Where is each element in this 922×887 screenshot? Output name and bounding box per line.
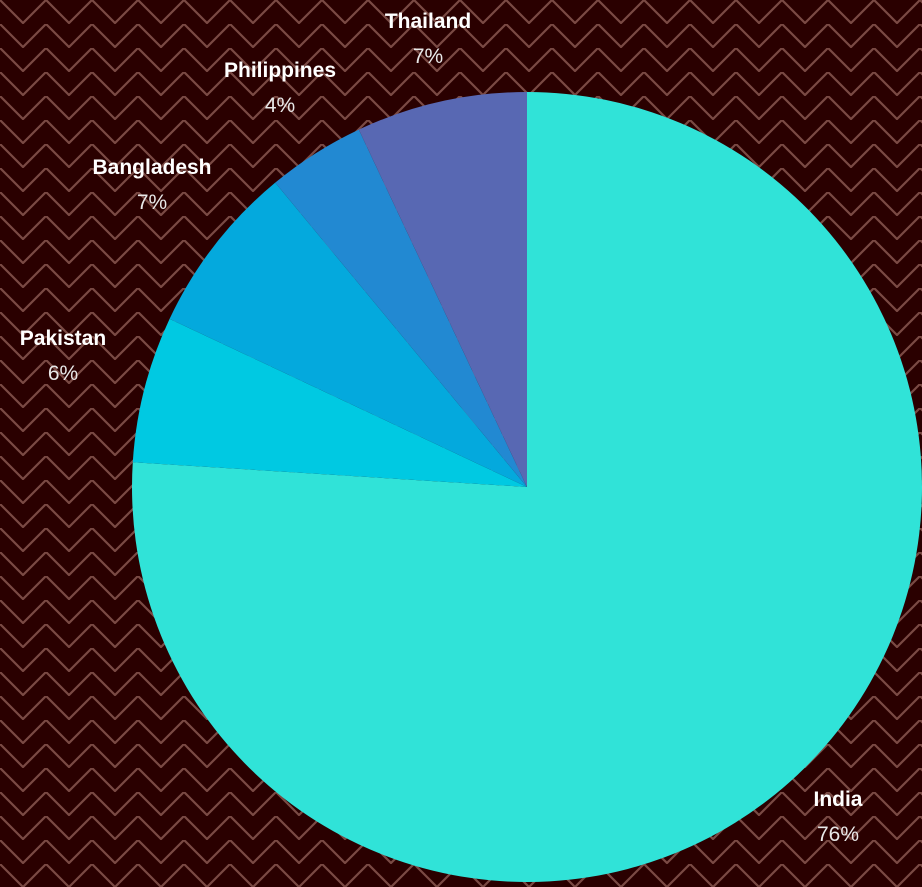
pie-slice-bangladesh	[169, 182, 527, 487]
slice-label-philippines: Philippines	[224, 59, 336, 82]
pie-slice-thailand	[358, 92, 527, 487]
slice-label-india: India	[813, 788, 862, 811]
pie-slices	[132, 92, 922, 882]
slice-label-thailand: Thailand	[385, 10, 471, 33]
slice-percent-india: 76%	[817, 823, 859, 846]
slice-percent-bangladesh: 7%	[137, 191, 167, 214]
slice-label-pakistan: Pakistan	[20, 327, 106, 350]
slice-percent-pakistan: 6%	[48, 362, 78, 385]
pie-slice-pakistan	[132, 318, 527, 487]
pie-labels: India 76% Pakistan 6% Bangladesh 7% Philippine…	[20, 10, 863, 846]
slice-label-bangladesh: Bangladesh	[92, 156, 211, 179]
slice-percent-philippines: 4%	[265, 94, 295, 117]
pie-slice-philippines	[275, 129, 527, 487]
pie-slice-india	[132, 92, 922, 882]
slice-percent-thailand: 7%	[413, 45, 443, 68]
